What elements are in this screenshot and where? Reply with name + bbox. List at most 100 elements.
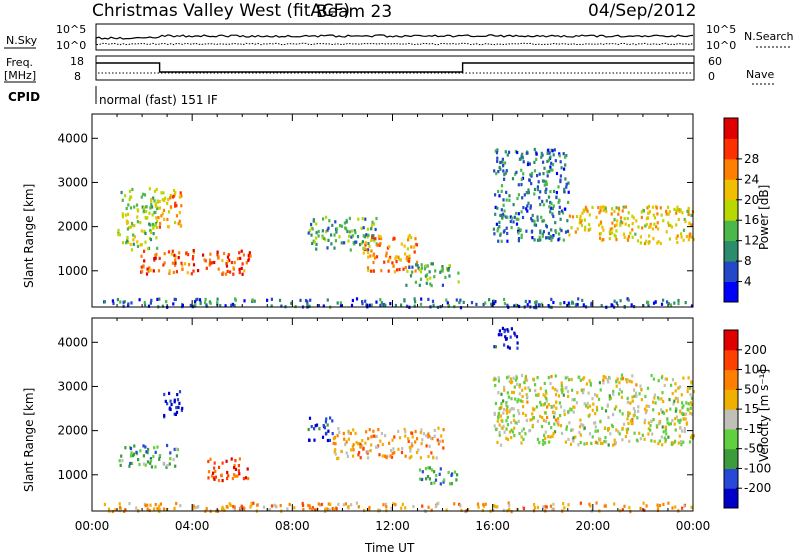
- heatmap-cell-7: [681, 429, 684, 433]
- heatmap-cell-7: [579, 378, 582, 382]
- heatmap-cell-8: [144, 303, 147, 307]
- heatmap-cell-7: [627, 427, 630, 431]
- heatmap-cell-6: [512, 220, 515, 224]
- heatmap-cell-7: [611, 207, 614, 211]
- heatmap-cell-3: [325, 215, 328, 219]
- heatmap-cell-6: [537, 238, 540, 242]
- heatmap-cell-8: [643, 508, 646, 512]
- heatmap-cell-7: [637, 409, 640, 413]
- heatmap-cell-4: [420, 442, 423, 446]
- heatmap-cell-7: [689, 411, 692, 415]
- heatmap-cell-8: [677, 298, 680, 303]
- heatmap-cell-7: [682, 238, 685, 242]
- heatmap-cell-6: [515, 170, 518, 174]
- heatmap-cell-0: [142, 454, 145, 458]
- heatmap-cell-7: [682, 376, 685, 380]
- heatmap-cell-0: [146, 247, 150, 251]
- heatmap-cell-8: [477, 505, 480, 509]
- heatmap-cell-5: [457, 280, 460, 284]
- heatmap-cell-1: [226, 260, 229, 264]
- heatmap-cell-6: [552, 153, 555, 157]
- heatmap-cell-2: [175, 204, 178, 208]
- heatmap-cell-7: [565, 425, 568, 429]
- heatmap-cell-1: [175, 406, 178, 410]
- heatmap-cell-1: [149, 268, 152, 272]
- heatmap-cell-8: [314, 508, 317, 512]
- heatmap-cell-1: [168, 269, 171, 273]
- heatmap-cell-7: [505, 408, 508, 412]
- heatmap-cell-7: [663, 383, 666, 388]
- heatmap-cell-3: [326, 438, 329, 443]
- heatmap-cell-0: [144, 445, 147, 449]
- heatmap-cell-7: [647, 204, 651, 209]
- heatmap-cell-5: [431, 262, 434, 266]
- heatmap-cell-4: [419, 431, 422, 435]
- heatmap-cell-4: [347, 429, 350, 433]
- heatmap-cell-0: [126, 227, 129, 231]
- heatmap-cell-8: [326, 507, 329, 511]
- heatmap-cell-6: [508, 150, 511, 154]
- heatmap-cell-7: [626, 238, 630, 242]
- heatmap-cell-6: [550, 238, 553, 242]
- heatmap-cell-4: [392, 264, 395, 268]
- heatmap-cell-5: [433, 470, 436, 474]
- heatmap-cell-7: [647, 241, 650, 245]
- heatmap-cell-4: [406, 255, 409, 259]
- heatmap-cell-0: [117, 231, 120, 235]
- heatmap-cell-6: [527, 191, 530, 195]
- heatmap-cell-7: [631, 222, 634, 226]
- heatmap-cell-7: [631, 395, 634, 399]
- heatmap-cell-8: [144, 504, 147, 508]
- heatmap-cell-7: [665, 209, 668, 213]
- heatmap-cell-8: [400, 303, 403, 307]
- heatmap-cell-3: [317, 229, 320, 234]
- heatmap-cell-2: [213, 466, 216, 470]
- colorbar-tick-label: 24: [744, 172, 759, 186]
- heatmap-cell-6: [496, 229, 499, 233]
- heatmap-cell-0: [165, 465, 168, 469]
- heatmap-cell-6: [563, 167, 566, 171]
- heatmap-cell-4: [414, 429, 417, 434]
- heatmap-cell-1: [232, 272, 235, 276]
- heatmap-cell-5: [414, 280, 417, 284]
- heatmap-cell-8: [153, 507, 156, 511]
- heatmap-cell-1: [238, 251, 241, 255]
- heatmap-cell-7: [664, 428, 667, 432]
- heatmap-cell-7: [528, 429, 531, 433]
- heatmap-cell-0: [130, 248, 134, 252]
- heatmap-cell-8: [339, 301, 342, 305]
- heatmap-cell-0: [168, 462, 171, 466]
- heatmap-cell-4: [377, 234, 380, 238]
- heatmap-cell-7: [674, 428, 677, 432]
- heatmap-cell-3: [356, 235, 360, 239]
- heatmap-cell-7: [583, 218, 586, 222]
- heatmap-cell-4: [361, 444, 364, 448]
- heatmap-cell-7: [531, 423, 534, 428]
- heatmap-cell-2: [234, 459, 237, 463]
- heatmap-cell-7: [498, 407, 501, 411]
- heatmap-cell-8: [307, 503, 310, 507]
- heatmap-cell-3: [372, 234, 375, 238]
- heatmap-cell-7: [544, 411, 547, 415]
- heatmap-cell-7: [619, 223, 622, 227]
- heatmap-cell-6: [498, 194, 501, 198]
- heatmap-cell-1: [213, 260, 216, 265]
- heatmap-cell-6: [521, 156, 524, 160]
- heatmap-cell-7: [605, 440, 608, 444]
- heatmap-cell-7: [603, 439, 606, 444]
- heatmap-cell-0: [132, 242, 135, 246]
- heatmap-cell-7: [678, 420, 681, 425]
- heatmap-cell-8: [158, 507, 161, 512]
- heatmap-cell-2: [178, 219, 181, 223]
- heatmap-cell-3: [331, 432, 334, 436]
- heatmap-cell-6: [558, 152, 561, 156]
- heatmap-cell-0: [129, 461, 132, 466]
- heatmap-cell-8: [420, 297, 423, 301]
- heatmap-cell-7: [555, 406, 558, 410]
- heatmap-cell-6: [504, 150, 507, 154]
- heatmap-cell-3: [328, 438, 331, 442]
- xtick-label: 20:00: [576, 519, 611, 533]
- heatmap-cell-0: [153, 446, 156, 450]
- heatmap-cell-5: [420, 263, 423, 267]
- heatmap-cell-4: [407, 238, 410, 242]
